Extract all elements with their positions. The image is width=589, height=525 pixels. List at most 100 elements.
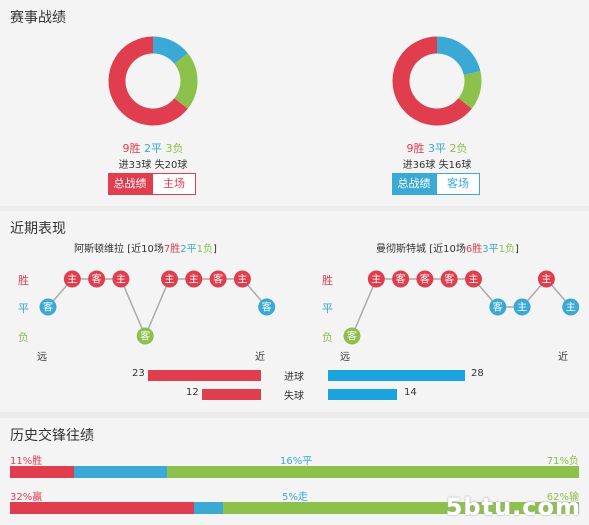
away-axis-draw: 平 <box>322 302 333 315</box>
away-team-name: 曼彻斯特城 <box>376 244 426 255</box>
home-form-point-7: 主 <box>185 270 203 288</box>
h2h-handicap-segment-win <box>10 502 194 514</box>
away-form-point-9: 主 <box>537 270 555 288</box>
h2h-result-segment-draw <box>73 466 167 478</box>
away-loss-count: 2负 <box>449 142 468 155</box>
away-record-donut <box>392 36 482 126</box>
home-donut-slice-draw <box>152 36 188 65</box>
away-form-point-2: 主 <box>367 270 385 288</box>
home-form-dot-8 <box>209 270 227 288</box>
home-form-point-4: 主 <box>112 270 130 288</box>
form-section: 近期表现 阿斯顿维拉 [近10场7胜2平1负] 曼彻斯特城 [近10场6胜3平1… <box>0 211 589 412</box>
away-form-point-8: 主 <box>513 298 531 316</box>
away-form-venue-10: 主 <box>566 302 576 314</box>
home-form-venue-4: 主 <box>116 274 126 286</box>
home-form-venue-6: 主 <box>165 274 175 286</box>
home-axis-far: 远 <box>37 352 47 363</box>
away-form-line <box>351 277 572 337</box>
away-goals-line: 进36球 失16球 <box>387 156 487 171</box>
away-form-dot-10 <box>562 298 580 316</box>
away-form-venue-5: 客 <box>444 273 454 286</box>
away-form-dot-9 <box>537 270 555 288</box>
home-axis-draw: 平 <box>18 302 29 315</box>
away-form-dot-6 <box>465 270 482 288</box>
home-goals-for: 进33球 <box>118 160 152 171</box>
home-form-wins: 7胜 <box>163 244 181 255</box>
home-form-venue-5: 客 <box>140 330 150 343</box>
away-form-point-4: 客 <box>416 270 434 288</box>
h2h-cover-loss-label: 62%输 <box>546 492 579 503</box>
home-conceded-number: 12 <box>186 387 199 398</box>
h2h-draw-label: 16%平 <box>280 456 313 467</box>
h2h-section-title: 历史交锋往绩 <box>10 428 94 444</box>
away-tab-venue[interactable]: 客场 <box>436 173 480 195</box>
away-draw-count: 3平 <box>428 142 446 155</box>
home-form-point-2: 主 <box>63 270 81 288</box>
h2h-cover-win-label: 32%赢 <box>10 492 43 503</box>
home-record-stats: 9胜 2平 3负 <box>103 140 203 156</box>
home-form-point-10: 客 <box>258 298 276 316</box>
away-donut-slice-win <box>392 36 472 126</box>
home-form-chart: 客主客主客主主客主客 <box>39 270 276 345</box>
home-form-header: 阿斯顿维拉 [近10场7胜2平1负] <box>74 240 217 255</box>
home-form-venue-3: 客 <box>92 273 102 286</box>
conceded-label: 失球 <box>284 391 304 402</box>
away-form-dot-4 <box>416 270 434 288</box>
home-form-dot-6 <box>161 270 178 288</box>
home-goals-line: 进33球 失20球 <box>103 156 203 171</box>
away-form-header: 曼彻斯特城 [近10场6胜3平1负] <box>376 240 519 255</box>
home-form-dot-1 <box>39 298 57 316</box>
away-form-dot-2 <box>367 270 385 288</box>
watermark-logo: 5btu.com <box>445 493 581 521</box>
record-section-title: 赛事战绩 <box>10 10 66 26</box>
away-conceded-number: 14 <box>404 387 417 398</box>
home-form-dot-9 <box>233 270 251 288</box>
home-form-draws: 2平 <box>180 244 197 255</box>
home-form-point-8: 客 <box>209 270 227 288</box>
away-form-venue-9: 主 <box>541 274 551 286</box>
home-form-point-5: 客 <box>136 327 154 345</box>
h2h-win-label: 11%胜 <box>10 456 43 467</box>
away-form-venue-2: 主 <box>371 274 381 286</box>
home-form-line <box>47 278 268 338</box>
away-form-suffix: ] <box>514 244 519 255</box>
away-form-point-6: 主 <box>465 270 482 288</box>
away-record-tabs: 总战绩 客场 <box>392 173 480 195</box>
h2h-section: 历史交锋往绩 11%胜 16%平 71%负 32%赢 5%走 62%输 <box>0 418 589 525</box>
record-section: 赛事战绩 9胜 2平 3负 进33球 失20球 总战绩 主场 9胜 3平 2负 … <box>0 0 589 206</box>
away-axis-win: 胜 <box>322 274 333 287</box>
home-record-tabs: 总战绩 主场 <box>108 173 196 195</box>
home-tab-all[interactable]: 总战绩 <box>108 173 152 195</box>
away-donut-slice-loss <box>458 71 482 109</box>
away-form-prefix: [近10场 <box>429 244 466 255</box>
h2h-result-segment-win <box>10 466 74 478</box>
home-form-point-3: 客 <box>88 270 106 288</box>
home-form-venue-10: 客 <box>262 301 272 314</box>
away-form-venue-3: 客 <box>396 273 406 286</box>
home-form-dot-10 <box>258 298 276 316</box>
away-form-point-3: 客 <box>392 270 410 288</box>
h2h-handicap-segment-loss <box>222 502 579 514</box>
home-axis-win: 胜 <box>18 274 29 287</box>
away-form-dot-5 <box>440 270 458 288</box>
home-form-dot-7 <box>185 270 203 288</box>
away-record-stats: 9胜 3平 2负 <box>387 140 487 156</box>
h2h-push-label: 5%走 <box>282 492 308 503</box>
away-form-point-5: 客 <box>440 270 458 288</box>
home-donut-slice-loss <box>174 53 198 109</box>
home-axis-near: 近 <box>255 352 265 363</box>
away-form-venue-1: 客 <box>347 330 357 343</box>
home-tab-venue[interactable]: 主场 <box>152 173 196 195</box>
home-goals-against: 失20球 <box>154 160 188 171</box>
home-form-dot-4 <box>112 270 130 288</box>
away-tab-all[interactable]: 总战绩 <box>392 173 436 195</box>
away-form-point-10: 主 <box>562 298 580 316</box>
away-goals-for: 进36球 <box>402 160 436 171</box>
away-form-draws: 3平 <box>482 244 499 255</box>
home-team-name: 阿斯顿维拉 <box>74 244 124 255</box>
away-form-wins: 6胜 <box>465 244 483 255</box>
h2h-result-segment-loss <box>166 466 579 478</box>
away-axis-far: 远 <box>340 352 350 363</box>
h2h-handicap-bar <box>10 502 579 514</box>
away-form-venue-4: 客 <box>420 273 430 286</box>
